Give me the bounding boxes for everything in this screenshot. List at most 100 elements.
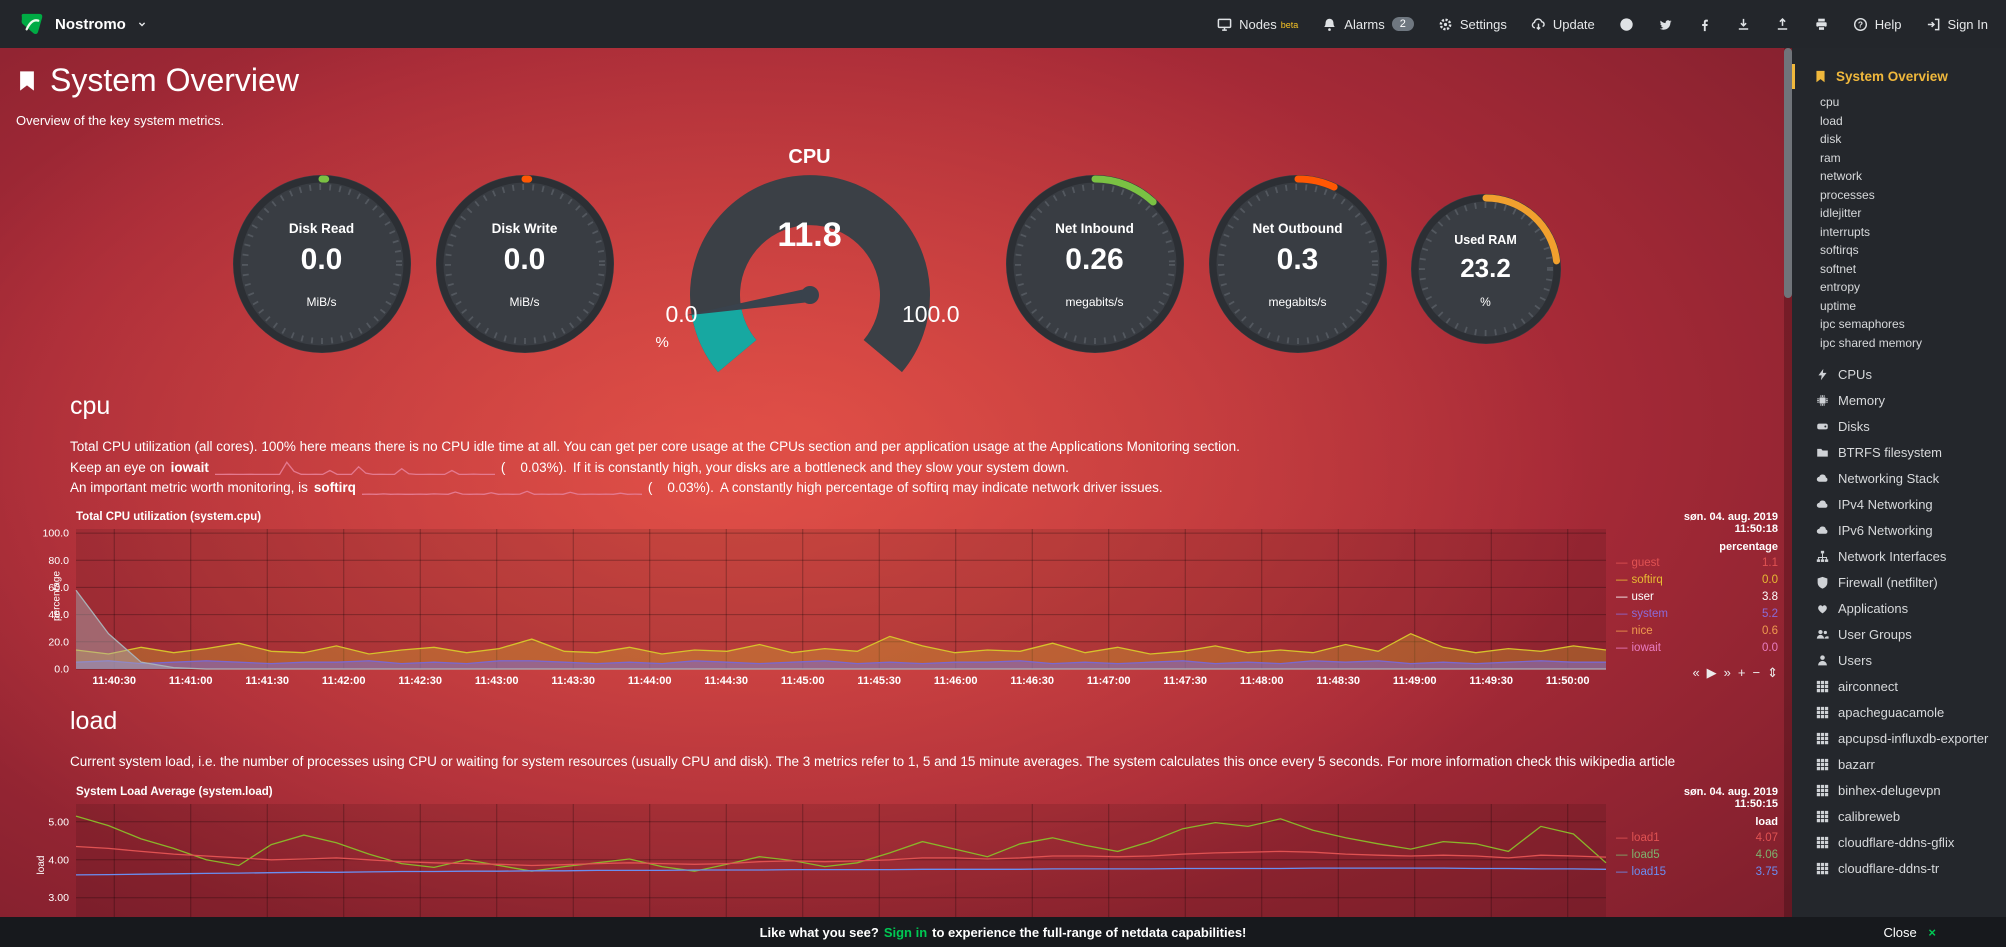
signin-link[interactable]: Sign in	[883, 924, 928, 940]
gauge-disk-read[interactable]: Disk Read 0.0 MiB/s	[227, 169, 417, 359]
legend-entry[interactable]: — nice 0.6	[1616, 623, 1778, 640]
chart-toolbar-button[interactable]: ▶	[1706, 665, 1717, 680]
gauge-disk-write[interactable]: Disk Write 0.0 MiB/s	[430, 169, 620, 359]
chart-units: load	[1755, 816, 1778, 828]
svg-text:60.0: 60.0	[48, 582, 69, 594]
sidebar-section-item[interactable]: bazarr	[1792, 752, 2006, 778]
iowait-value: ( 0.03%).	[500, 459, 567, 475]
legend-entries: — load1 4.07 — load5 4.06 — load15 3.75	[1616, 830, 1778, 881]
sidebar-section-item[interactable]: apacheguacamole	[1792, 700, 2006, 726]
sidebar-subitem[interactable]: disk	[1820, 132, 1842, 146]
sidebar-subitem[interactable]: ipc shared memory	[1820, 335, 1923, 350]
sidebar-item-system-overview[interactable]: System Overview	[1792, 64, 2006, 89]
sidebar-subitem[interactable]: interrupts	[1820, 224, 1871, 239]
nodes-button[interactable]: Nodes beta	[1217, 17, 1298, 32]
gauge-title: Used RAM	[1454, 233, 1517, 247]
sidebar-section-item[interactable]: Firewall (netfilter)	[1792, 570, 2006, 596]
sidebar-section-label: Networking Stack	[1838, 471, 1940, 486]
settings-label: Settings	[1459, 16, 1507, 32]
legend-entry[interactable]: — guest 1.1	[1616, 555, 1778, 572]
sidebar-section-item[interactable]: calibreweb	[1792, 804, 2006, 830]
sidebar-subitem[interactable]: entropy	[1820, 280, 1861, 294]
sidebar-section-item[interactable]: IPv4 Networking	[1792, 492, 2006, 518]
legend-name: load15	[1631, 866, 1667, 878]
brand-menu[interactable]: Nostromo	[18, 11, 148, 38]
chart-toolbar-button[interactable]: +	[1737, 665, 1746, 680]
gauge-value: 0.3	[1276, 243, 1319, 276]
main-scrollbar[interactable]	[1784, 48, 1792, 947]
sidebar-section-label: BTRFS filesystem	[1838, 445, 1943, 460]
print-button[interactable]	[1814, 17, 1829, 32]
twitter-button[interactable]	[1658, 17, 1673, 32]
sidebar-subitem[interactable]: softnet	[1820, 261, 1857, 276]
legend-entry[interactable]: — load5 4.06	[1616, 847, 1778, 864]
sidebar-section-item[interactable]: BTRFS filesystem	[1792, 440, 2006, 466]
legend-name: guest	[1631, 557, 1660, 569]
chart-toolbar-button[interactable]: −	[1752, 665, 1761, 680]
gauge-cpu[interactable]: CPU 11.8 0.0 100.0 %	[650, 144, 970, 384]
update-button[interactable]: Update	[1531, 17, 1595, 32]
sidebar-section-item[interactable]: Networking Stack	[1792, 466, 2006, 492]
legend-entry[interactable]: — iowait 0.0	[1616, 640, 1778, 657]
sidebar-section-item[interactable]: CPUs	[1792, 362, 2006, 388]
iowait-sparkline-chart[interactable]	[214, 460, 495, 475]
sidebar-subitem[interactable]: load	[1820, 113, 1843, 128]
legend-entry[interactable]: — softirq 0.0	[1616, 572, 1778, 589]
export-snapshot-button[interactable]	[1775, 17, 1790, 32]
banner-close-button[interactable]: Close ×	[1884, 925, 1936, 940]
sidebar-subitem[interactable]: softirqs	[1820, 243, 1859, 257]
github-button[interactable]	[1619, 17, 1634, 32]
sidebar-section-item[interactable]: Users	[1792, 648, 2006, 674]
gauge-net-outbound[interactable]: Net Outbound 0.3 megabits/s	[1203, 169, 1393, 359]
sidebar-section-item[interactable]: apcupsd-influxdb-exporter	[1792, 726, 2006, 752]
sidebar-section-item[interactable]: cloudflare-ddns-gflix	[1792, 830, 2006, 856]
softirq-sparkline-chart[interactable]	[361, 480, 642, 495]
legend-name: user	[1631, 591, 1654, 603]
legend-entry[interactable]: — load15 3.75	[1616, 864, 1778, 881]
sidebar-section-item[interactable]: User Groups	[1792, 622, 2006, 648]
legend-name: load5	[1631, 849, 1660, 861]
sidebar-subitem[interactable]: ram	[1820, 150, 1841, 165]
facebook-button[interactable]	[1697, 17, 1712, 32]
sidebar-subitem[interactable]: ipc semaphores	[1820, 317, 1905, 331]
sidebar-section-item[interactable]: IPv6 Networking	[1792, 518, 2006, 544]
scrollbar-thumb[interactable]	[1784, 48, 1792, 298]
sidebar-section-item[interactable]: Disks	[1792, 414, 2006, 440]
sidebar-section-item[interactable]: cloudflare-ddns-tr	[1792, 856, 2006, 882]
svg-text:11:48:30: 11:48:30	[1316, 675, 1360, 687]
sidebar-section-item[interactable]: airconnect	[1792, 674, 2006, 700]
sidebar-section-item[interactable]: binhex-delugevpn	[1792, 778, 2006, 804]
signin-button[interactable]: Sign In	[1926, 17, 1988, 32]
cpu-chart-plot-area: Total CPU utilization (system.cpu) perce…	[36, 511, 1607, 687]
import-snapshot-button[interactable]	[1736, 17, 1751, 32]
section-icon	[1816, 576, 1829, 589]
sidebar-subitem[interactable]: uptime	[1820, 298, 1857, 313]
chart-toolbar-button[interactable]: «	[1692, 665, 1700, 680]
chart-toolbar-button[interactable]: ⇕	[1767, 665, 1778, 680]
sidebar-section-item[interactable]: Network Interfaces	[1792, 544, 2006, 570]
disk-write-dial	[435, 175, 614, 353]
section-heading-load[interactable]: load	[70, 707, 118, 735]
alarms-button[interactable]: Alarms 2	[1322, 17, 1414, 32]
sidebar-subitem[interactable]: cpu	[1820, 95, 1840, 109]
sidebar-subitem[interactable]: processes	[1820, 187, 1875, 202]
sidebar-section-item[interactable]: Memory	[1792, 388, 2006, 414]
chart-date: søn. 04. aug. 2019	[1683, 511, 1778, 523]
legend-entry[interactable]: — load1 4.07	[1616, 830, 1778, 847]
legend-value: 0.0	[1762, 574, 1778, 586]
help-button[interactable]: Help	[1853, 17, 1902, 32]
sidebar-subitem[interactable]: network	[1820, 169, 1863, 183]
gauge-used-ram[interactable]: Used RAM 23.2 %	[1406, 189, 1566, 349]
chart-toolbar-button[interactable]: »	[1723, 665, 1731, 680]
legend-entry[interactable]: — user 3.8	[1616, 589, 1778, 606]
legend-entries: — guest 1.1 — softirq 0.0 — user 3.8 — s…	[1616, 555, 1778, 657]
sidebar-section-item[interactable]: Applications	[1792, 596, 2006, 622]
gauge-title: Disk Write	[491, 221, 558, 236]
close-icon: ×	[1928, 924, 1936, 940]
gauge-net-inbound[interactable]: Net Inbound 0.26 megabits/s	[1000, 169, 1190, 359]
sidebar-subitem[interactable]: idlejitter	[1820, 206, 1862, 220]
settings-button[interactable]: Settings	[1438, 17, 1507, 32]
cpu-utilization-plot[interactable]: 11:40:30 11:41:00 11:41:30 11:42:00 11:42:30…	[43, 528, 1607, 687]
section-heading-cpu[interactable]: cpu	[70, 392, 111, 420]
legend-entry[interactable]: — system 5.2	[1616, 606, 1778, 623]
